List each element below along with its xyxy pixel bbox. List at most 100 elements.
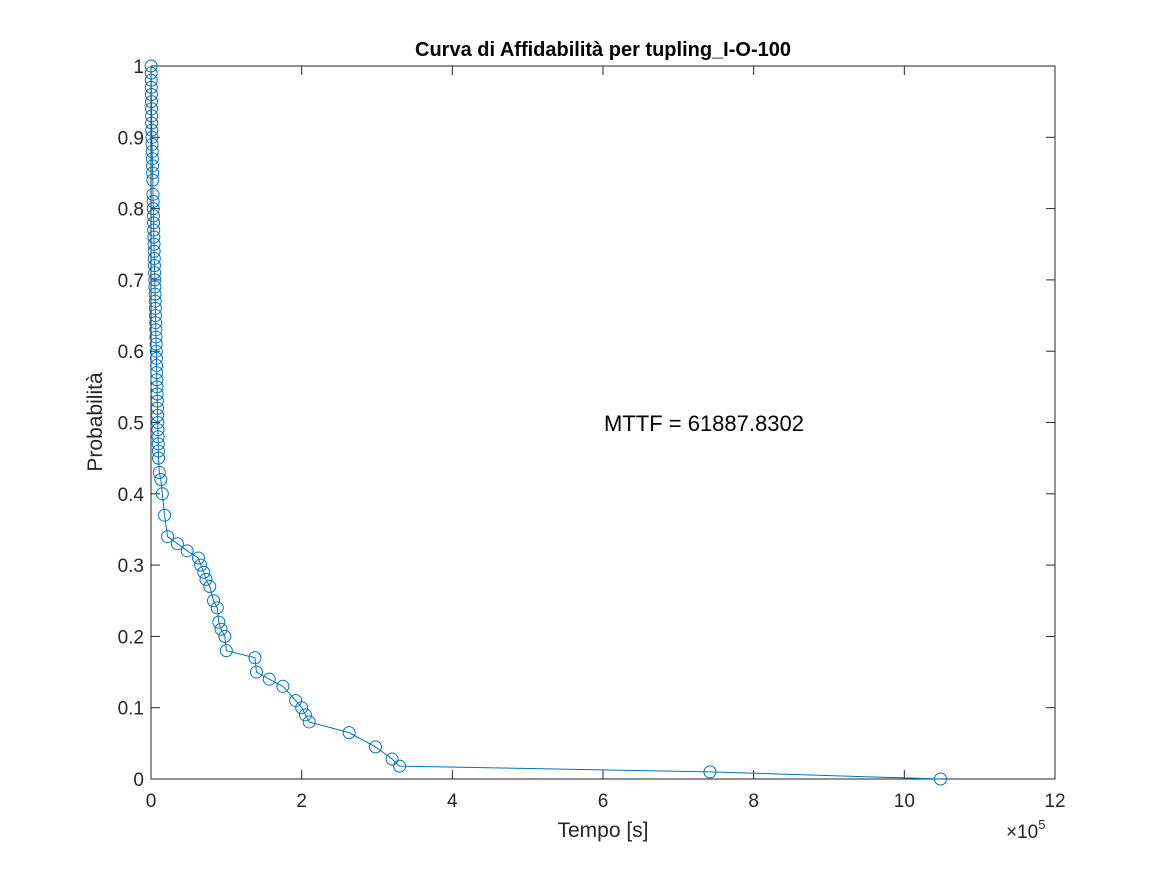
y-tick-label: 1 <box>133 57 144 78</box>
data-point <box>154 473 168 487</box>
data-point <box>150 380 164 394</box>
data-point <box>170 537 184 551</box>
data-point <box>262 672 276 686</box>
y-tick-label: 0.1 <box>118 699 144 720</box>
data-point <box>158 508 172 522</box>
data-point <box>302 715 316 729</box>
data-point <box>210 601 224 615</box>
x-tick-label: 2 <box>296 791 307 812</box>
data-point <box>197 565 211 579</box>
data-point <box>219 644 233 658</box>
data-point <box>145 137 159 151</box>
data-point <box>191 551 205 565</box>
data-point <box>149 309 163 323</box>
data-point <box>149 351 163 365</box>
x-axis-label: Tempo [s] <box>557 819 648 842</box>
data-point <box>144 88 158 102</box>
data-point <box>148 266 162 280</box>
x-tick-label: 0 <box>146 791 157 812</box>
data-point <box>149 344 163 358</box>
chart-title: Curva di Affidabilità per tupling_I-O-10… <box>415 39 791 61</box>
y-tick-label: 0.9 <box>118 128 144 149</box>
data-point <box>218 629 232 643</box>
data-point <box>144 66 158 80</box>
data-point <box>151 444 165 458</box>
data-point <box>145 109 159 123</box>
data-point <box>145 145 159 159</box>
data-point <box>145 116 159 130</box>
data-point <box>148 301 162 315</box>
data-point <box>144 59 158 73</box>
data-point <box>150 401 164 415</box>
data-point <box>146 202 160 216</box>
y-tick-label: 0.3 <box>118 556 144 577</box>
data-point <box>180 544 194 558</box>
data-point <box>148 287 162 301</box>
data-point <box>295 701 309 715</box>
data-point <box>147 244 161 258</box>
data-point <box>151 416 165 429</box>
data-point <box>248 651 262 665</box>
y-tick-label: 0.6 <box>118 342 144 363</box>
data-point <box>249 665 263 679</box>
data-point <box>150 387 164 401</box>
data-point <box>149 330 163 344</box>
data-point <box>150 394 164 408</box>
x-exponent-power: 5 <box>1038 817 1045 832</box>
data-point <box>148 294 162 308</box>
data-point <box>298 708 312 722</box>
data-point <box>199 572 213 586</box>
data-point <box>147 216 161 230</box>
data-point <box>149 316 163 330</box>
data-point <box>150 358 164 372</box>
x-tick-label: 6 <box>598 791 609 812</box>
x-exponent-base: ×10 <box>1006 822 1038 843</box>
y-tick-label: 0.5 <box>118 414 144 435</box>
data-point <box>393 759 407 773</box>
data-point <box>385 752 399 766</box>
series-line <box>150 65 941 780</box>
data-point <box>276 679 290 693</box>
y-tick-label: 0 <box>133 770 144 791</box>
data-point <box>145 102 159 116</box>
x-tick-label: 10 <box>894 791 915 812</box>
x-tick-label: 12 <box>1044 791 1065 812</box>
y-tick-label: 0.8 <box>118 200 144 221</box>
data-point <box>152 451 166 465</box>
x-tick-label: 8 <box>748 791 759 812</box>
data-point <box>342 726 356 740</box>
data-point <box>147 230 161 244</box>
data-point <box>148 273 162 287</box>
data-point <box>203 579 217 593</box>
data-point <box>152 465 166 479</box>
data-point <box>144 73 158 87</box>
data-point <box>212 615 226 629</box>
data-series <box>144 59 947 786</box>
data-point <box>146 209 160 223</box>
data-point <box>151 430 165 444</box>
axis-ticks: 0 2 4 6 8 10 12 0 0.1 0.2 0.3 0.4 0.5 0.6 0.7 0.8 0.9 1 <box>118 57 1066 812</box>
data-point <box>145 123 159 137</box>
data-point <box>147 223 161 237</box>
y-tick-label: 0.4 <box>118 485 145 506</box>
data-point <box>149 323 163 337</box>
data-point <box>147 237 161 251</box>
data-point <box>144 95 158 109</box>
data-point <box>144 80 158 94</box>
data-point <box>148 280 162 294</box>
data-point <box>146 166 160 180</box>
data-point <box>147 259 161 273</box>
x-axis-exponent: ×105 <box>1006 817 1045 843</box>
data-point <box>146 173 160 187</box>
data-point <box>145 130 159 144</box>
data-point <box>151 423 165 437</box>
data-point <box>933 772 947 786</box>
data-point <box>146 159 160 173</box>
mttf-annotation: MTTF = 61887.8302 <box>604 411 804 436</box>
plot-area <box>150 65 1056 780</box>
data-point <box>146 187 160 201</box>
data-point <box>150 373 164 387</box>
data-point <box>151 408 165 422</box>
data-point <box>147 252 161 266</box>
